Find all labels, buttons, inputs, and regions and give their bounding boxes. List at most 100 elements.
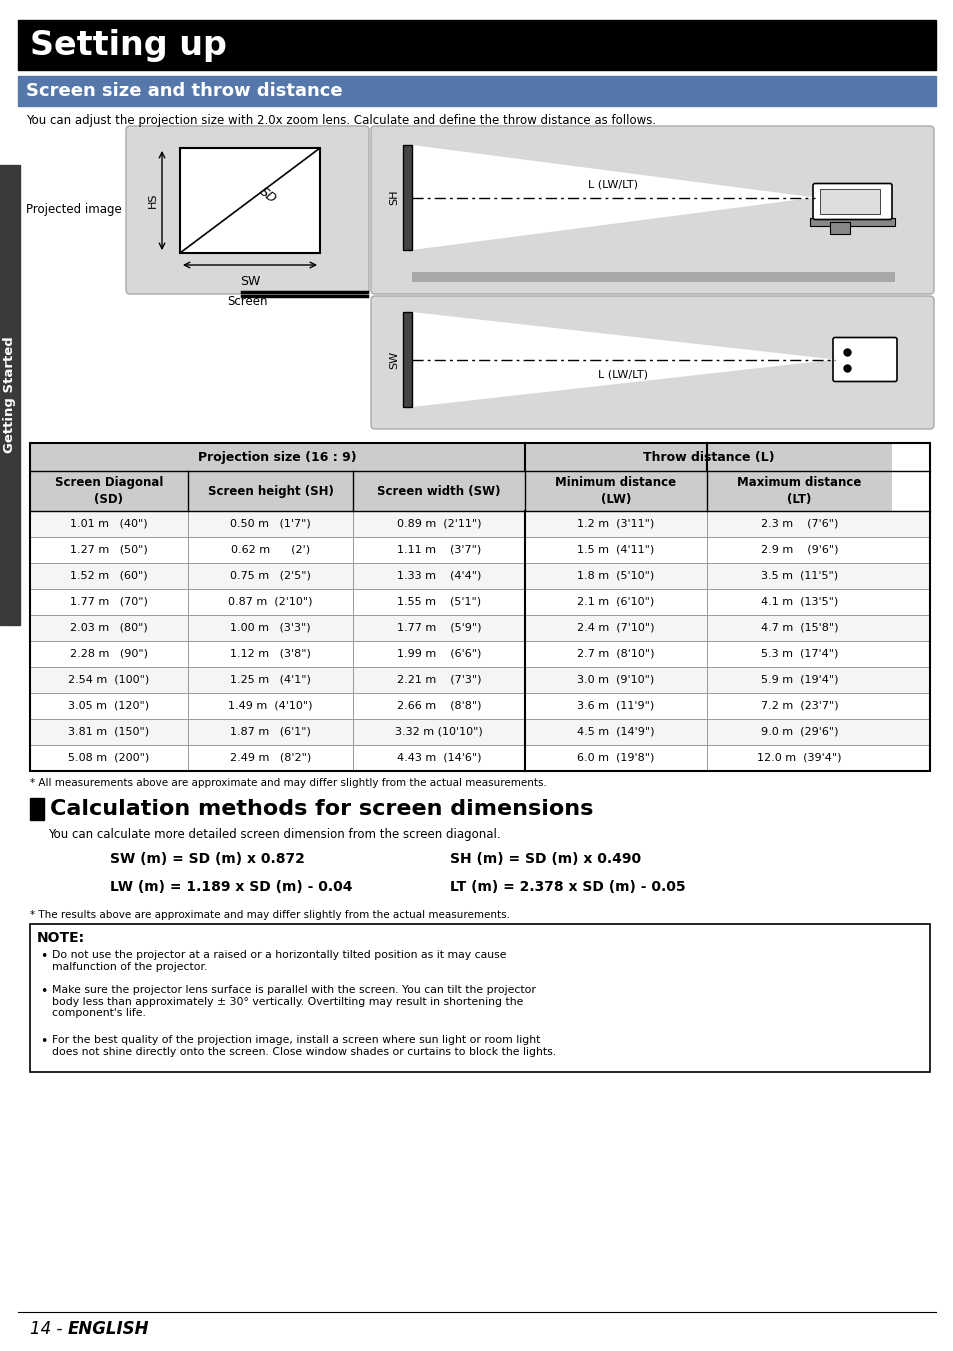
Bar <box>30 511 929 536</box>
Text: Minimum distance
(LW): Minimum distance (LW) <box>555 476 676 507</box>
Text: Projection size (16 : 9): Projection size (16 : 9) <box>198 450 356 463</box>
Text: 1.11 m    (3'7"): 1.11 m (3'7") <box>396 544 480 555</box>
Text: Getting Started: Getting Started <box>4 336 16 454</box>
Text: 1.8 m  (5'10"): 1.8 m (5'10") <box>577 571 654 581</box>
Text: Screen: Screen <box>227 295 268 308</box>
Text: 4.5 m  (14'9"): 4.5 m (14'9") <box>577 727 654 738</box>
Text: 1.52 m   (60"): 1.52 m (60") <box>71 571 148 581</box>
Text: 2.21 m    (7'3"): 2.21 m (7'3") <box>396 676 480 685</box>
Text: •: • <box>40 1035 48 1048</box>
Bar <box>829 222 849 234</box>
Text: 1.33 m    (4'4"): 1.33 m (4'4") <box>396 571 480 581</box>
Text: Throw distance (L): Throw distance (L) <box>642 450 774 463</box>
Bar <box>30 693 929 719</box>
Text: Maximum distance
(LT): Maximum distance (LT) <box>737 476 861 507</box>
Bar <box>30 443 929 771</box>
Text: LT (m) = 2.378 x SD (m) - 0.05: LT (m) = 2.378 x SD (m) - 0.05 <box>450 880 685 894</box>
Text: Screen size and throw distance: Screen size and throw distance <box>26 82 342 100</box>
Text: •: • <box>40 985 48 998</box>
FancyBboxPatch shape <box>812 184 891 219</box>
Bar <box>30 589 929 615</box>
Text: SH: SH <box>389 189 398 205</box>
Text: L (LW/LT): L (LW/LT) <box>598 370 648 380</box>
Text: For the best quality of the projection image, install a screen where sun light o: For the best quality of the projection i… <box>52 1035 556 1056</box>
Text: 0.89 m  (2'11"): 0.89 m (2'11") <box>396 519 480 530</box>
Text: Make sure the projector lens surface is parallel with the screen. You can tilt t: Make sure the projector lens surface is … <box>52 985 536 1019</box>
Text: 3.32 m (10'10"): 3.32 m (10'10") <box>395 727 482 738</box>
Text: Screen Diagonal
(SD): Screen Diagonal (SD) <box>54 476 163 507</box>
Bar <box>188 471 353 511</box>
Text: * All measurements above are approximate and may differ slightly from the actual: * All measurements above are approximate… <box>30 778 546 788</box>
Text: 1.77 m   (70"): 1.77 m (70") <box>70 597 148 607</box>
Text: 6.0 m  (19'8"): 6.0 m (19'8") <box>577 753 654 763</box>
Bar <box>30 536 929 563</box>
Text: ENGLISH: ENGLISH <box>68 1320 150 1337</box>
Text: 2.3 m    (7'6"): 2.3 m (7'6") <box>760 519 838 530</box>
Bar <box>820 189 879 213</box>
Text: 14 -: 14 - <box>30 1320 63 1337</box>
Text: LW (m) = 1.189 x SD (m) - 0.04: LW (m) = 1.189 x SD (m) - 0.04 <box>110 880 352 894</box>
Text: 3.05 m  (120"): 3.05 m (120") <box>69 701 150 711</box>
Bar <box>30 744 929 771</box>
Text: Projected image: Projected image <box>27 204 122 216</box>
Text: 0.87 m  (2'10"): 0.87 m (2'10") <box>228 597 313 607</box>
Text: * The results above are approximate and may differ slightly from the actual meas: * The results above are approximate and … <box>30 911 510 920</box>
Text: 5.3 m  (17'4"): 5.3 m (17'4") <box>760 648 838 659</box>
FancyBboxPatch shape <box>371 296 933 430</box>
Text: 4.1 m  (13'5"): 4.1 m (13'5") <box>760 597 838 607</box>
Text: 1.49 m  (4'10"): 1.49 m (4'10") <box>228 701 313 711</box>
Bar <box>0 165 20 626</box>
Bar <box>402 145 412 250</box>
Polygon shape <box>412 145 814 250</box>
FancyBboxPatch shape <box>126 126 369 295</box>
Text: SW: SW <box>239 276 260 288</box>
Text: 0.50 m   (1'7"): 0.50 m (1'7") <box>230 519 311 530</box>
Text: 1.77 m    (5'9"): 1.77 m (5'9") <box>396 623 480 634</box>
Text: Setting up: Setting up <box>30 28 227 62</box>
Bar <box>30 615 929 640</box>
Text: 3.6 m  (11'9"): 3.6 m (11'9") <box>577 701 654 711</box>
Text: 2.66 m    (8'8"): 2.66 m (8'8") <box>396 701 480 711</box>
Text: 2.7 m  (8'10"): 2.7 m (8'10") <box>577 648 654 659</box>
Text: Do not use the projector at a raised or a horizontally tilted position as it may: Do not use the projector at a raised or … <box>52 950 506 971</box>
Text: •: • <box>40 950 48 963</box>
Text: 4.7 m  (15'8"): 4.7 m (15'8") <box>760 623 838 634</box>
Text: 1.99 m    (6'6"): 1.99 m (6'6") <box>396 648 480 659</box>
Text: 2.28 m   (90"): 2.28 m (90") <box>70 648 148 659</box>
Text: 7.2 m  (23'7"): 7.2 m (23'7") <box>760 701 838 711</box>
Text: 2.49 m   (8'2"): 2.49 m (8'2") <box>230 753 311 763</box>
Text: 2.1 m  (6'10"): 2.1 m (6'10") <box>577 597 654 607</box>
Bar <box>30 640 929 667</box>
Text: Screen height (SH): Screen height (SH) <box>208 485 334 497</box>
Text: 9.0 m  (29'6"): 9.0 m (29'6") <box>760 727 838 738</box>
Text: 1.12 m   (3'8"): 1.12 m (3'8") <box>230 648 311 659</box>
Text: 2.9 m    (9'6"): 2.9 m (9'6") <box>760 544 838 555</box>
Bar <box>18 76 935 105</box>
Bar <box>524 443 891 471</box>
Text: 1.00 m   (3'3"): 1.00 m (3'3") <box>230 623 311 634</box>
Bar <box>706 471 891 511</box>
Bar <box>30 798 44 820</box>
Text: NOTE:: NOTE: <box>37 931 85 944</box>
Text: SW (m) = SD (m) x 0.872: SW (m) = SD (m) x 0.872 <box>110 852 305 866</box>
Text: 1.55 m    (5'1"): 1.55 m (5'1") <box>396 597 480 607</box>
Text: 5.08 m  (200"): 5.08 m (200") <box>69 753 150 763</box>
Text: 1.2 m  (3'11"): 1.2 m (3'11") <box>577 519 654 530</box>
Bar <box>18 20 935 70</box>
Text: SD: SD <box>256 185 278 205</box>
Bar <box>402 312 412 407</box>
Text: 4.43 m  (14'6"): 4.43 m (14'6") <box>396 753 480 763</box>
Text: 2.4 m  (7'10"): 2.4 m (7'10") <box>577 623 654 634</box>
Text: L (LW/LT): L (LW/LT) <box>588 180 638 189</box>
Text: 3.5 m  (11'5"): 3.5 m (11'5") <box>760 571 837 581</box>
Bar <box>30 667 929 693</box>
Text: 5.9 m  (19'4"): 5.9 m (19'4") <box>760 676 838 685</box>
Bar <box>809 218 894 226</box>
Polygon shape <box>412 312 834 407</box>
Text: 2.54 m  (100"): 2.54 m (100") <box>69 676 150 685</box>
Text: SW: SW <box>389 350 398 369</box>
FancyBboxPatch shape <box>371 126 933 295</box>
Text: You can adjust the projection size with 2.0x zoom lens. Calculate and define the: You can adjust the projection size with … <box>26 113 656 127</box>
Text: 12.0 m  (39'4"): 12.0 m (39'4") <box>757 753 841 763</box>
Text: Calculation methods for screen dimensions: Calculation methods for screen dimension… <box>50 798 593 819</box>
